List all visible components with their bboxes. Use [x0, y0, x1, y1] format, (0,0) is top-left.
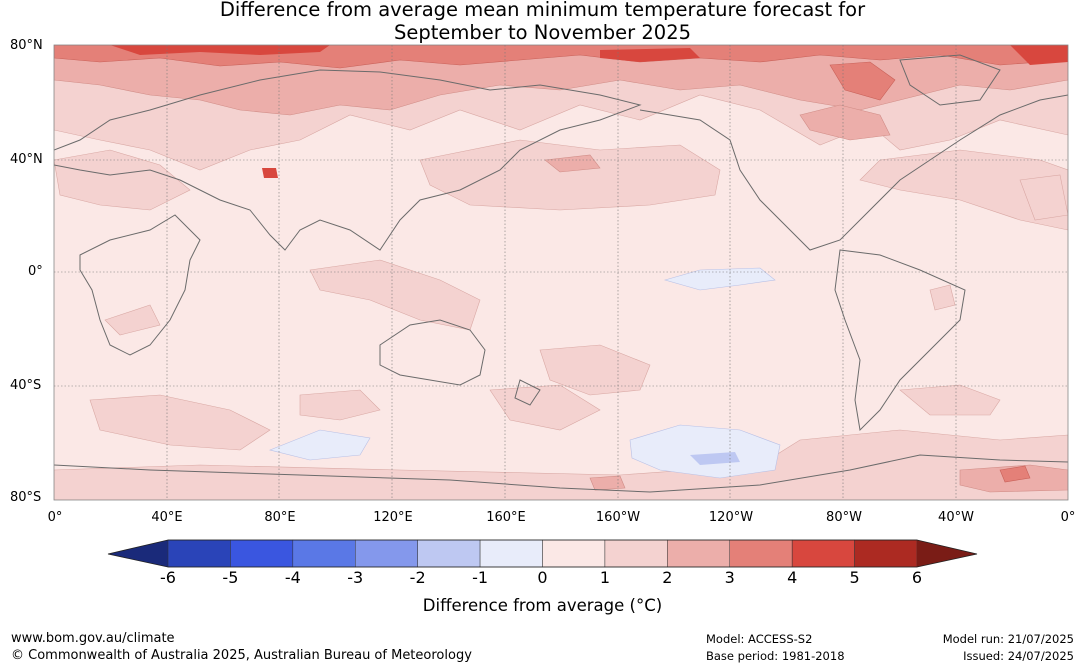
lon-label-40w: 40°W: [938, 510, 974, 525]
lat-label-80s: 80°S: [10, 490, 42, 505]
lat-label-0: 0°: [28, 264, 43, 279]
footer-url[interactable]: www.bom.gov.au/climate: [11, 631, 175, 646]
lon-label-0: 0°: [47, 510, 63, 525]
colorbar-cell: [729, 539, 793, 568]
lon-label-80e: 80°E: [264, 510, 296, 525]
lat-label-80n: 80°N: [10, 38, 43, 53]
map-title-line2: September to November 2025: [393, 21, 692, 44]
colorbar-tick-label: -6: [160, 568, 176, 587]
colorbar-extend-high: [917, 540, 977, 567]
colorbar-tick-label: 0: [537, 568, 548, 587]
colorbar-tick-label: -1: [472, 568, 489, 587]
colorbar-tick-label: 6: [911, 568, 923, 587]
anomaly-negative-regions: [269, 267, 781, 479]
anomaly-4-5-regions: [110, 45, 1068, 178]
anomaly-1-2-regions: [54, 45, 1068, 500]
lon-label-40e: 40°E: [151, 510, 183, 525]
map-title-line1: Difference from average mean minimum tem…: [219, 0, 866, 21]
colorbar-cell: [479, 539, 543, 568]
colorbar-tick-label: -4: [284, 568, 301, 587]
colorbar-cell: [791, 539, 855, 568]
footer-model-run: Model run: 21/07/2025: [942, 632, 1074, 646]
lon-label-80w: 80°W: [826, 510, 862, 525]
colorbar-tick-label: 1: [599, 568, 610, 587]
lon-label-160w: 160°W: [595, 510, 641, 525]
colorbar-tick-label: -3: [347, 568, 364, 587]
colorbar-cell: [292, 539, 356, 568]
footer-model: Model: ACCESS-S2: [706, 632, 813, 646]
colorbar-cell: [854, 539, 918, 568]
footer-base-period: Base period: 1981-2018: [706, 649, 845, 663]
colorbar-tick-label: 2: [662, 568, 673, 587]
colorbar-extend-low: [108, 540, 168, 567]
colorbar-cell: [667, 539, 730, 568]
colorbar-label: Difference from average (°C): [422, 596, 663, 615]
anomaly-minus-1-2-region: [690, 452, 740, 465]
colorbar-cell: [230, 539, 294, 568]
colorbar-cell: [417, 539, 481, 568]
lon-label-120e: 120°E: [373, 510, 413, 525]
lon-label-120w: 120°W: [708, 510, 754, 525]
coastlines: [54, 54, 1068, 493]
colorbar-cell: [355, 539, 418, 568]
graticule: [54, 45, 1068, 500]
map-frame: [53, 44, 1069, 501]
colorbar-tick-label: 3: [724, 568, 735, 587]
lat-label-40n: 40°N: [10, 152, 43, 167]
colorbar-cell: [167, 539, 231, 568]
colorbar-tick-label: 5: [849, 568, 860, 587]
lon-label-0-end: 0°: [1060, 510, 1076, 525]
footer-copyright: © Commonwealth of Australia 2025, Austra…: [11, 648, 472, 663]
colorbar-tick-label: 4: [787, 568, 798, 587]
colorbar-outline: [107, 539, 978, 568]
lat-label-40s: 40°S: [10, 378, 42, 393]
lon-label-160e: 160°E: [486, 510, 526, 525]
footer-issued: Issued: 24/07/2025: [963, 649, 1074, 663]
colorbar-cell: [542, 539, 606, 568]
colorbar-tick-label: -2: [409, 568, 426, 587]
colorbar-cell: [604, 539, 668, 568]
colorbar-tick-label: -5: [222, 568, 239, 587]
